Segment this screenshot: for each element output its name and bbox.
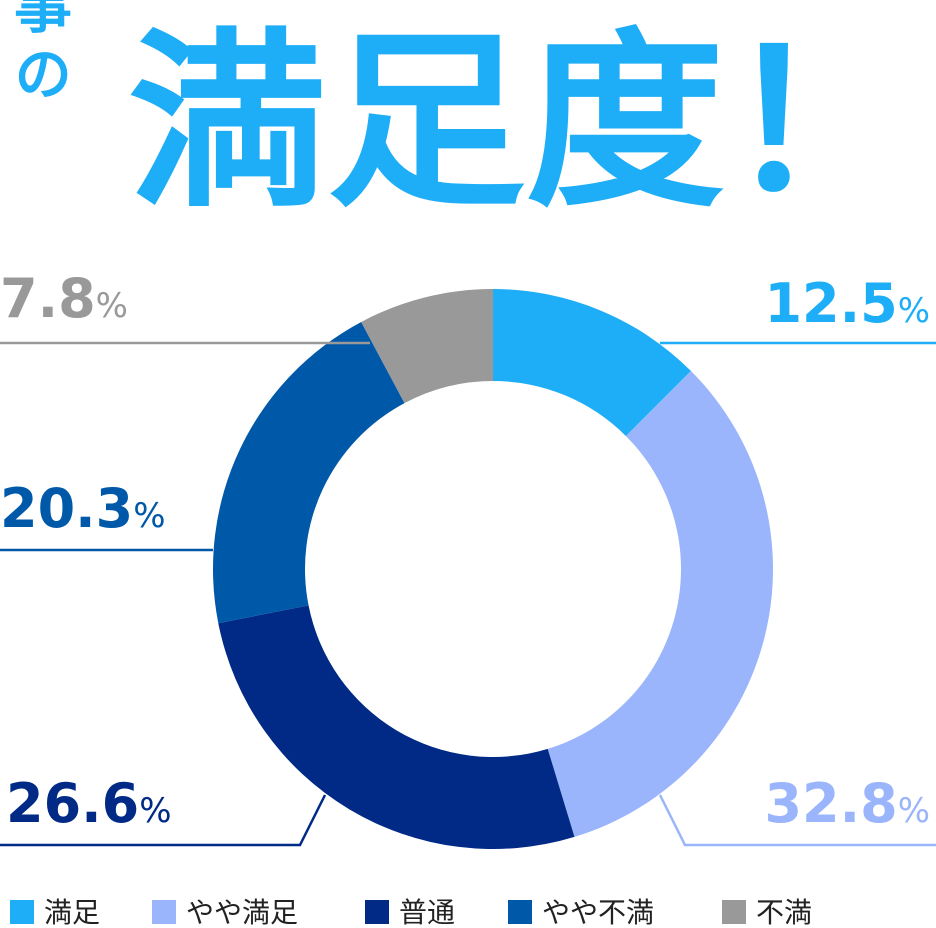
leader-line [658, 794, 936, 847]
legend-label: 不満 [756, 896, 812, 928]
slice [361, 289, 493, 404]
value-label: 12.5% [764, 272, 930, 335]
slice [547, 371, 774, 837]
legend-swatch [10, 900, 34, 924]
title-lead: 仕事の [4, 0, 72, 112]
legend-label: 普通 [399, 896, 455, 928]
value-label: 32.8% [764, 772, 930, 835]
legend-swatch [152, 900, 176, 924]
slice [218, 605, 575, 849]
legend-swatch [508, 900, 532, 924]
value-label: 26.6% [6, 772, 172, 835]
legend-label: やや満足 [186, 896, 298, 928]
chart-title: 満足度！ [128, 12, 923, 233]
leader-line [0, 794, 327, 847]
legend-label: やや不満 [542, 896, 654, 928]
legend-swatch [722, 900, 746, 924]
slice [213, 321, 405, 624]
value-label: 7.8% [0, 267, 128, 330]
value-label: 20.3% [0, 477, 166, 540]
slice [493, 289, 691, 437]
legend-swatch [365, 900, 389, 924]
legend-label: 満足 [44, 896, 100, 928]
